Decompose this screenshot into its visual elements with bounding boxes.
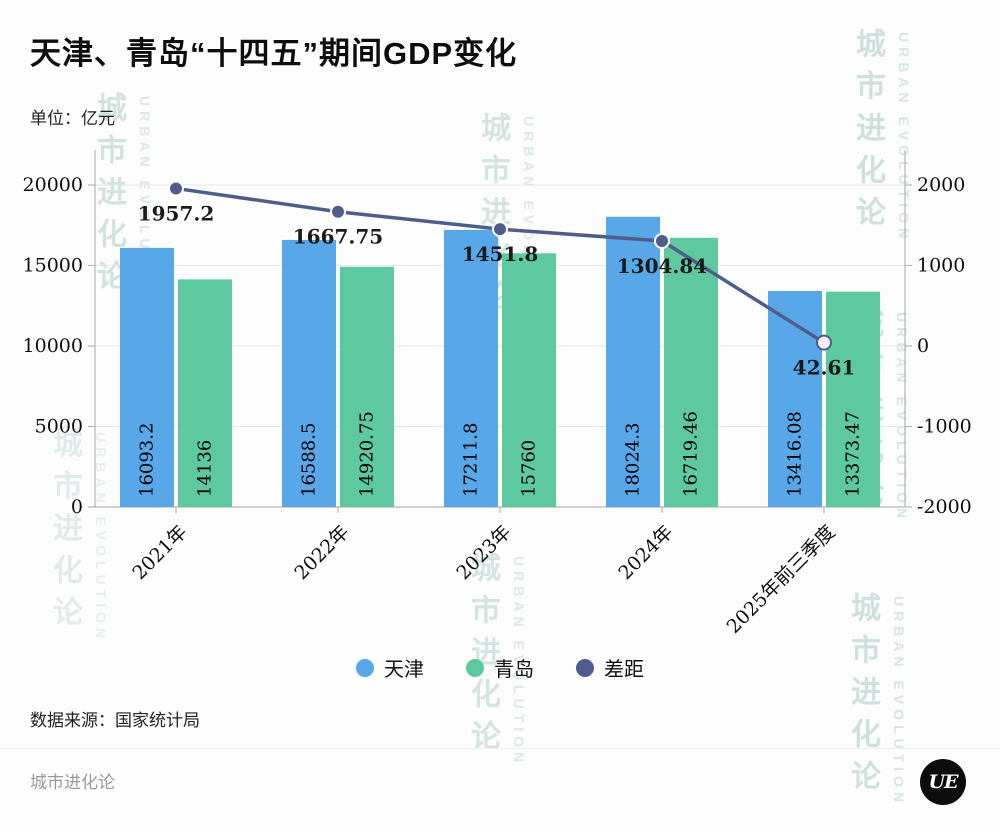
footer-brand: 城市进化论 <box>30 773 115 792</box>
left-tick-label: 15000 <box>23 255 83 277</box>
bar-value-label: 16588.5 <box>299 423 320 497</box>
x-tick-label: 2024年 <box>614 521 677 584</box>
chart-legend: 天津 青岛 差距 <box>0 653 1000 682</box>
data-source-label: 数据来源：国家统计局 <box>30 711 200 730</box>
legend-label: 差距 <box>604 659 644 681</box>
bar-青岛-2025年前三季度 <box>826 291 880 507</box>
right-tick-label: 0 <box>917 335 929 357</box>
left-tick-label: 20000 <box>23 174 83 196</box>
footer-divider <box>0 748 1000 749</box>
bar-value-label: 17211.8 <box>461 423 482 497</box>
gap-value-label: 1304.84 <box>617 254 708 278</box>
legend-item-青岛: 青岛 <box>466 653 534 682</box>
gap-line-marker <box>654 232 670 249</box>
bar-value-label: 13373.47 <box>843 411 864 497</box>
legend-label: 青岛 <box>494 659 534 681</box>
left-tick-label: 0 <box>71 496 83 518</box>
bar-天津-2023年 <box>444 229 498 507</box>
legend-dot <box>356 658 374 677</box>
gap-value-label: 1957.2 <box>138 201 215 225</box>
gap-line-marker <box>492 221 508 238</box>
gap-line-marker <box>816 334 832 351</box>
bar-value-label: 16719.46 <box>681 411 702 497</box>
right-tick-label: -1000 <box>917 416 972 438</box>
x-tick-label: 2022年 <box>290 521 353 584</box>
brand-logo: UE <box>920 759 966 805</box>
bar-天津-2025年前三季度 <box>768 291 822 507</box>
gdp-chart: 0 5000 10000 15000 20000 -2000 -1000 0 1000 2000 1… <box>23 150 972 638</box>
bar-value-label: 14920.75 <box>357 411 378 497</box>
x-tick-label: 2021年 <box>128 521 191 584</box>
bar-value-label: 14136 <box>195 440 216 497</box>
legend-label: 天津 <box>384 659 424 681</box>
bar-value-label: 13416.08 <box>785 411 806 497</box>
bar-天津-2024年 <box>606 216 660 507</box>
brand-logo-text: UE <box>928 771 958 793</box>
page-title: 天津、青岛“十四五”期间GDP变化 <box>30 36 518 71</box>
gap-line-marker <box>330 203 346 220</box>
bar-value-label: 15760 <box>519 440 540 497</box>
bar-青岛-2023年 <box>502 253 556 507</box>
bar-value-label: 16093.2 <box>137 423 158 497</box>
gap-value-label: 42.61 <box>793 356 856 380</box>
x-tick-label: 2023年 <box>452 521 515 584</box>
gap-value-label: 1451.8 <box>462 242 539 266</box>
bar-value-label: 18024.3 <box>623 423 644 497</box>
legend-dot <box>576 658 594 677</box>
legend-item-天津: 天津 <box>356 653 424 682</box>
unit-label: 单位：亿元 <box>30 109 115 128</box>
left-tick-label: 5000 <box>35 416 83 438</box>
right-tick-label: 2000 <box>917 174 965 196</box>
legend-item-差距: 差距 <box>576 653 644 682</box>
bar-天津-2021年 <box>120 247 174 507</box>
gap-line-marker <box>168 180 184 197</box>
bar-青岛-2022年 <box>340 266 394 507</box>
x-tick-label: 2025年前三季度 <box>723 521 840 638</box>
bar-天津-2022年 <box>282 239 336 507</box>
right-tick-label: 1000 <box>917 255 965 277</box>
gap-value-label: 1667.75 <box>293 225 383 249</box>
bar-青岛-2021年 <box>178 279 232 507</box>
right-tick-label: -2000 <box>917 496 972 518</box>
legend-dot <box>466 658 484 677</box>
bar-青岛-2024年 <box>664 237 718 507</box>
left-tick-label: 10000 <box>23 335 83 357</box>
